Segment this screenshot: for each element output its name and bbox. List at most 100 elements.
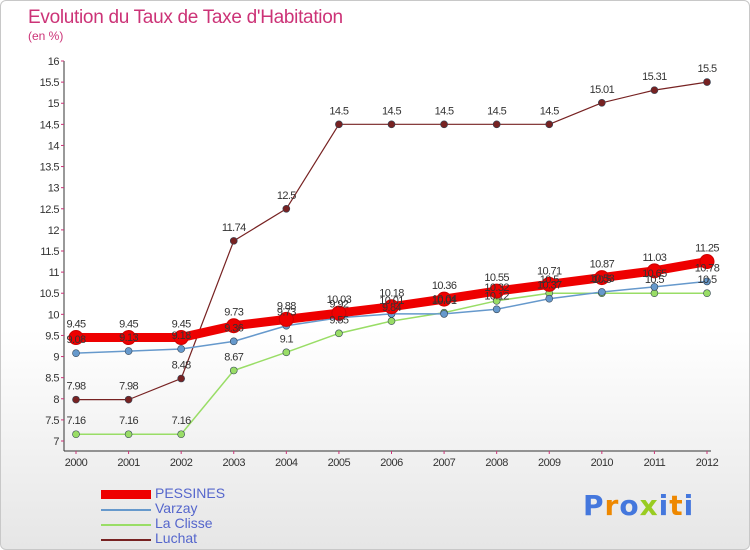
y-tick-label: 11	[49, 267, 60, 279]
data-point	[440, 120, 448, 129]
data-label: 9.73	[224, 307, 243, 319]
data-point	[650, 289, 659, 298]
x-tick-label: 2006	[380, 457, 403, 469]
data-point	[124, 347, 133, 355]
data-label: 10.5	[592, 274, 611, 286]
data-point	[124, 430, 133, 439]
data-label: 10.87	[590, 259, 615, 271]
legend-swatch	[101, 539, 151, 541]
chart-title: Evolution du Taux de Taxe d'Habitation	[28, 7, 343, 28]
data-label: 9.92	[329, 299, 348, 311]
data-label: 10.78	[695, 262, 720, 274]
legend-label: PESSINES	[155, 485, 226, 501]
y-tick-label: 10	[48, 309, 60, 321]
data-point	[703, 277, 711, 286]
data-point	[335, 120, 343, 129]
data-label: 10.01	[432, 295, 457, 307]
y-tick-label: 11.5	[40, 246, 59, 258]
data-point	[331, 305, 347, 321]
data-point	[177, 430, 185, 439]
data-label: 9.45	[172, 319, 191, 331]
data-label: 11.74	[222, 222, 246, 234]
data-label: 14.5	[435, 105, 454, 117]
data-label: 10.53	[590, 273, 615, 285]
data-point	[650, 283, 659, 291]
x-tick-label: 2002	[170, 457, 193, 469]
y-tick-label: 7.5	[45, 415, 59, 427]
data-point	[598, 99, 606, 107]
data-label: 10.5	[645, 274, 664, 286]
x-tick-label: 2004	[275, 457, 298, 469]
data-label: 7.16	[119, 415, 138, 427]
unit-label: (en %)	[28, 29, 64, 43]
data-label: 9.1	[280, 333, 294, 345]
data-point	[226, 318, 242, 334]
data-point	[229, 337, 238, 346]
data-label: 10.12	[484, 290, 509, 302]
data-point	[173, 330, 189, 346]
data-point	[387, 317, 396, 325]
y-tick-label: 10.5	[40, 288, 60, 300]
data-label: 10.65	[642, 268, 667, 280]
legend-swatch	[101, 509, 151, 511]
data-point	[68, 330, 84, 346]
data-point	[335, 329, 343, 338]
data-label: 15.5	[697, 63, 716, 75]
y-tick-label: 13.5	[40, 162, 60, 174]
data-point	[489, 283, 505, 299]
y-tick-label: 16	[48, 56, 60, 68]
data-label: 9.36	[224, 322, 243, 334]
data-label: 9.45	[119, 319, 138, 331]
data-label: 14.5	[329, 105, 348, 117]
legend-label: Varzay	[155, 500, 198, 516]
legend-swatch	[101, 490, 151, 499]
data-label: 7.16	[172, 415, 191, 427]
data-label: 10.01	[379, 295, 404, 307]
data-label: 10.55	[484, 272, 509, 284]
y-tick-label: 15.5	[40, 77, 60, 89]
data-point	[177, 345, 185, 353]
y-tick-label: 8	[53, 394, 59, 406]
data-label: 10.71	[537, 265, 562, 277]
data-point	[703, 289, 711, 298]
data-point	[387, 120, 396, 129]
x-tick-label: 2010	[591, 457, 614, 469]
y-tick-label: 14.5	[40, 119, 60, 131]
data-label: 10.37	[537, 280, 562, 292]
y-tick-label: 13	[48, 183, 60, 195]
data-label: 9.55	[329, 314, 348, 326]
data-point	[177, 374, 185, 383]
x-tick-label: 2005	[328, 457, 351, 469]
data-point	[646, 263, 662, 279]
data-point	[229, 366, 238, 375]
data-point	[229, 237, 238, 245]
logo-letter: P	[583, 489, 605, 522]
data-label: 9.88	[277, 300, 296, 312]
data-point	[282, 348, 291, 357]
data-point	[492, 120, 501, 129]
legend-swatch	[101, 524, 151, 526]
data-label: 9.13	[119, 332, 138, 344]
proxiti-logo: Proxiti	[583, 489, 694, 522]
y-tick-label: 9	[53, 352, 59, 364]
data-label: 14.5	[487, 105, 506, 117]
data-label: 10.04	[432, 294, 457, 306]
y-tick-label: 14	[48, 140, 60, 152]
legend-label: Luchat	[155, 530, 198, 546]
data-point	[594, 270, 610, 286]
data-point	[124, 395, 133, 404]
data-label: 15.31	[642, 71, 667, 83]
y-tick-label: 12.5	[40, 204, 60, 216]
x-tick-label: 2003	[223, 457, 246, 469]
logo-letter: o	[619, 489, 640, 522]
data-label: 9.84	[382, 302, 401, 314]
data-label: 14.5	[382, 105, 401, 117]
data-label: 9.18	[172, 330, 191, 342]
data-point	[650, 86, 659, 94]
data-point	[436, 291, 452, 307]
data-point	[703, 78, 711, 86]
x-tick-label: 2008	[485, 457, 508, 469]
data-point	[72, 395, 80, 404]
